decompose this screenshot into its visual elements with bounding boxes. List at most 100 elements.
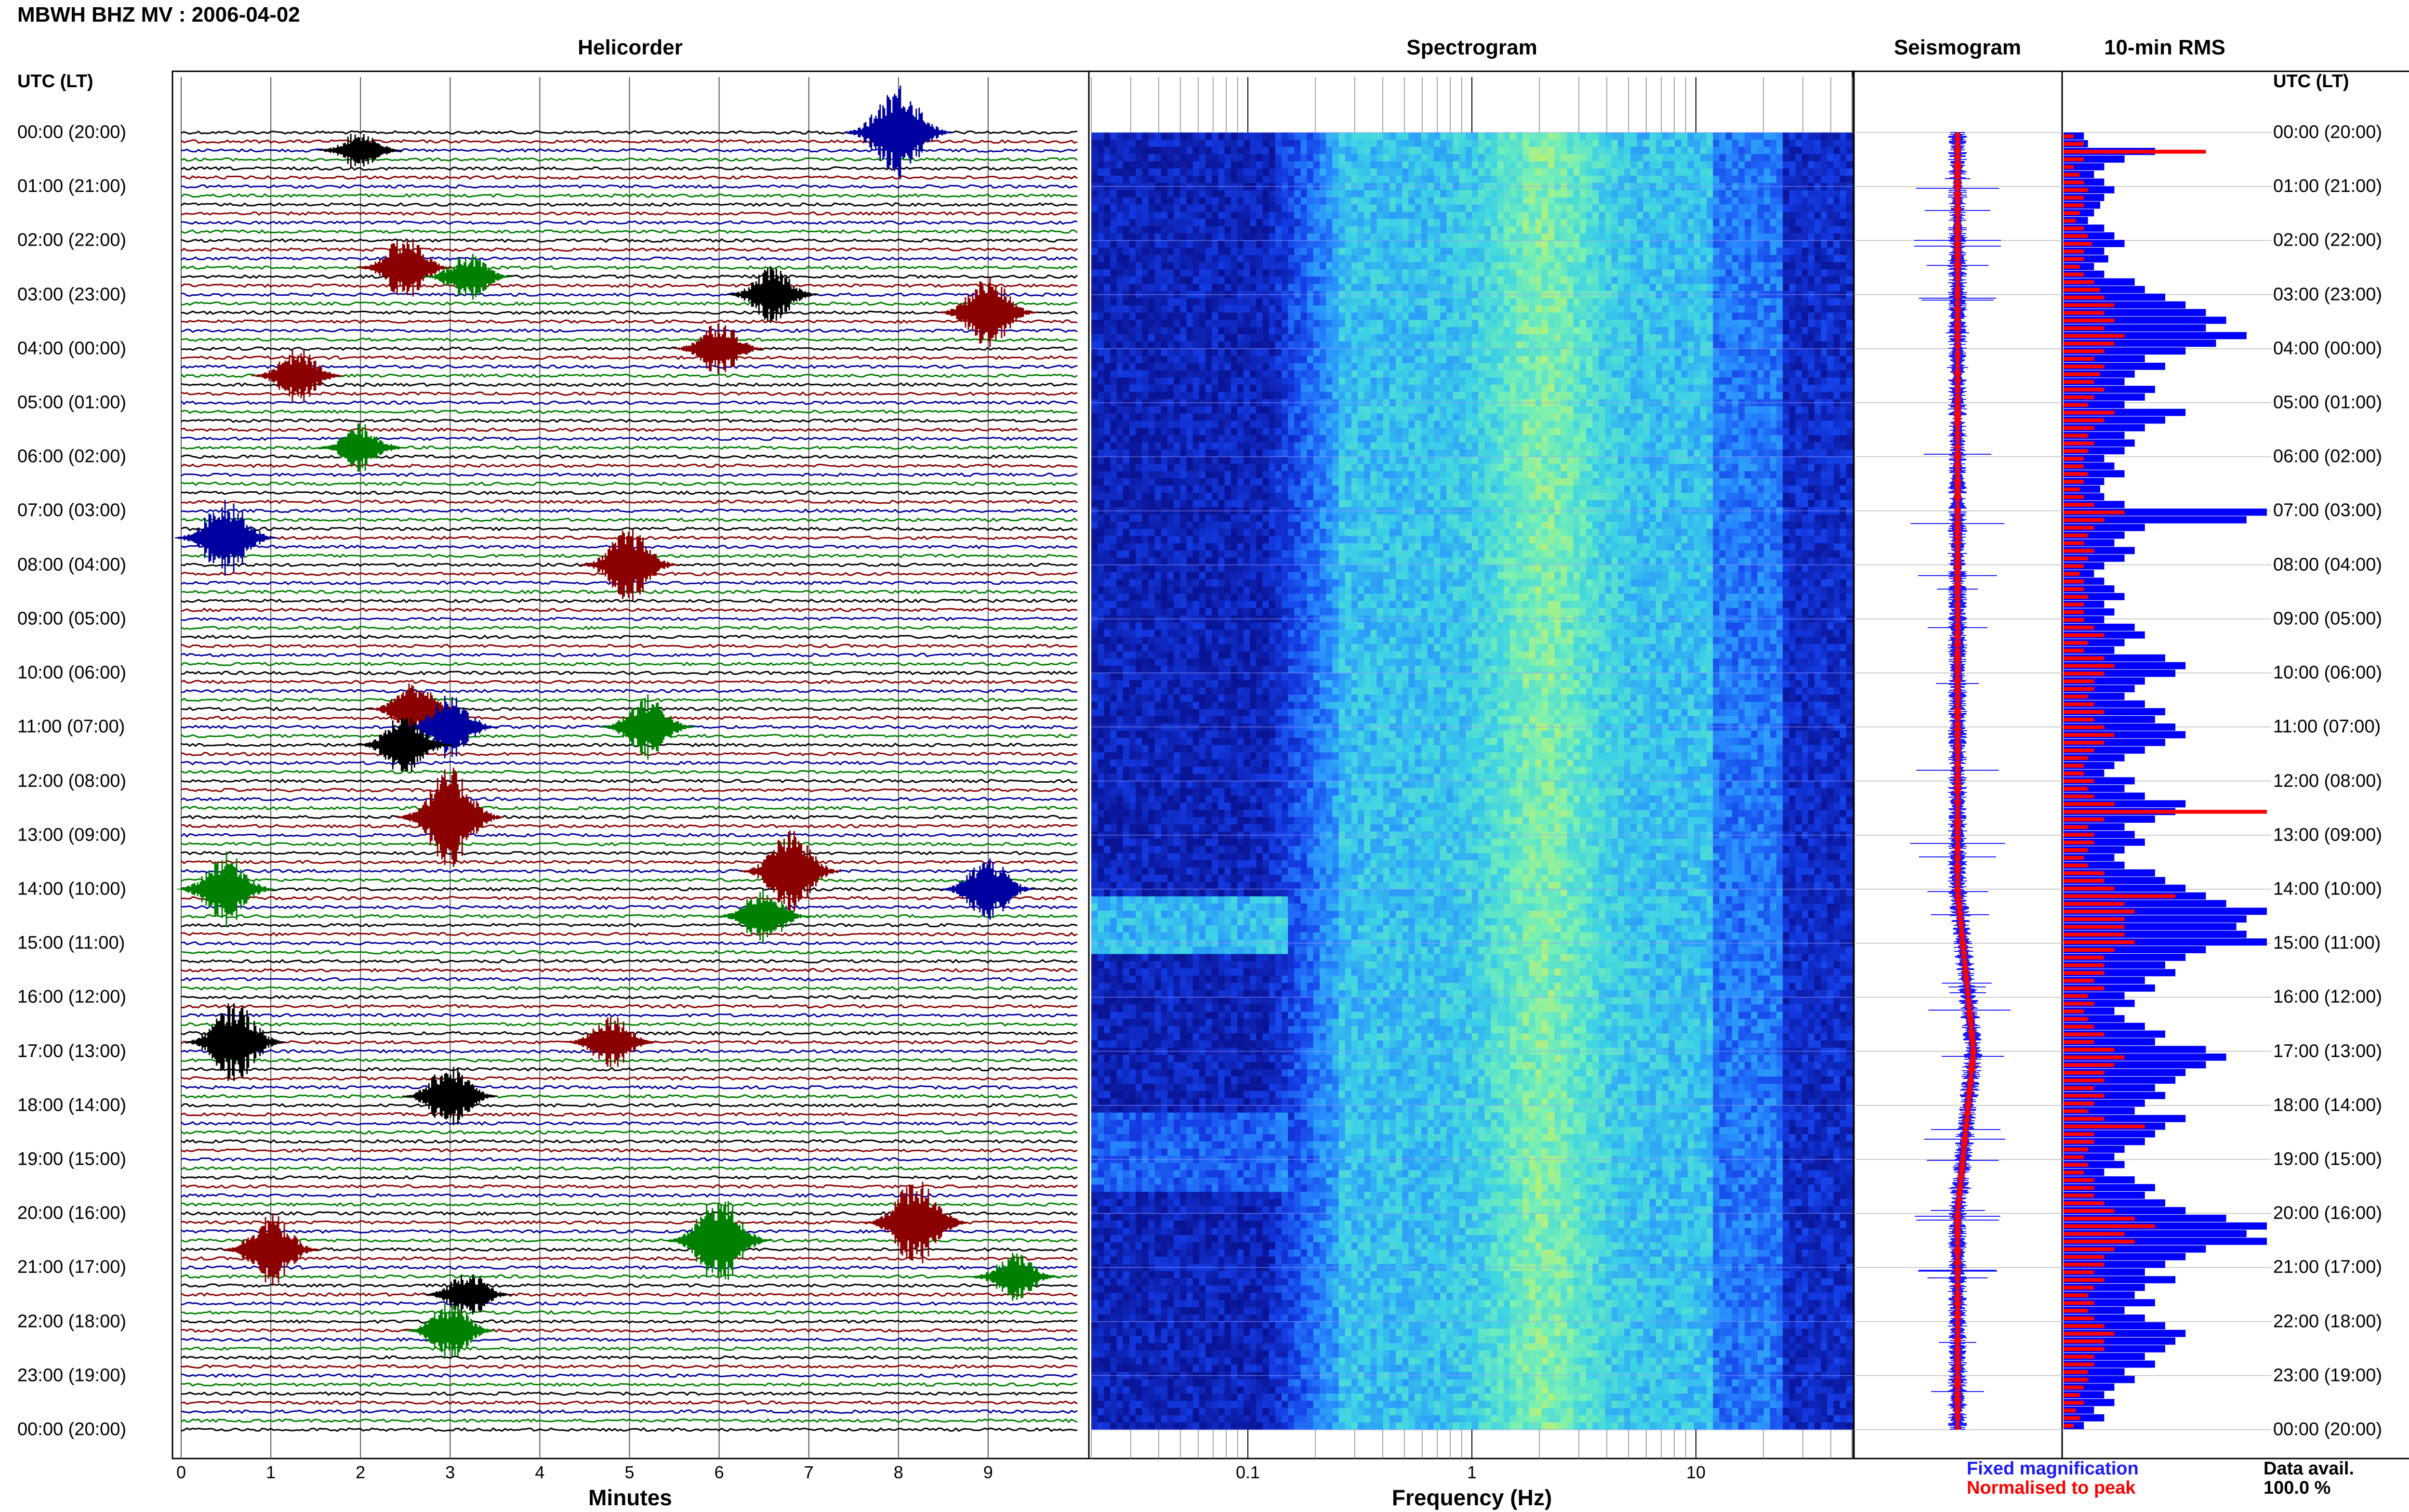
spectrogram-cell: [1205, 738, 1212, 746]
spectrogram-cell: [1136, 226, 1142, 234]
spectrogram-cell: [1212, 702, 1218, 710]
spectrogram-cell: [1149, 824, 1155, 832]
spectrogram-cell: [1161, 1336, 1168, 1344]
spectrogram-cell: [1142, 140, 1149, 147]
spectrogram-cell: [1104, 1206, 1111, 1214]
spectrogram-cell: [1237, 990, 1244, 998]
spectrogram-cell: [1091, 363, 1098, 371]
spectrogram-cell: [1205, 1315, 1212, 1322]
spectrogram-cell: [1155, 1055, 1162, 1063]
spectrogram-cell: [1205, 716, 1212, 724]
spectrogram-cell: [1155, 407, 1162, 414]
spectrogram-cell: [1225, 904, 1231, 911]
spectrogram-cell: [1180, 1149, 1187, 1157]
spectrogram-cell: [1244, 990, 1250, 998]
spectrogram-cell: [1212, 421, 1218, 428]
spectrogram-cell: [1136, 1069, 1142, 1077]
spectrogram-cell: [1098, 234, 1104, 241]
spectrogram-cell: [1187, 658, 1193, 666]
spectrogram-cell: [1193, 997, 1200, 1005]
spectrogram-cell: [1123, 846, 1130, 854]
spectrogram-cell: [1231, 1394, 1238, 1401]
spectrogram-cell: [1187, 176, 1193, 184]
spectrogram-cell: [1180, 1127, 1187, 1135]
spectrogram-cell: [1187, 810, 1193, 817]
spectrogram-cell: [1167, 622, 1174, 630]
spectrogram-cell: [1187, 983, 1193, 990]
spectrogram-cell: [1117, 457, 1124, 464]
spectrogram-cell: [1225, 1365, 1231, 1372]
spectrogram-cell: [1218, 428, 1225, 435]
spectrogram-cell: [1142, 608, 1149, 616]
spectrogram-cell: [1123, 169, 1130, 176]
spectrogram-cell: [1104, 1019, 1111, 1026]
spectrogram-cell: [1244, 1098, 1250, 1106]
spectrogram-cell: [1167, 1213, 1174, 1221]
spectrogram-cell: [1155, 760, 1162, 767]
spectrogram-cell: [1174, 925, 1180, 933]
spectrogram-cell: [1199, 1163, 1206, 1170]
spectrogram-cell: [1098, 846, 1104, 854]
spectrogram-cell: [1117, 313, 1124, 320]
spectrogram-cell: [1155, 1019, 1162, 1026]
spectrogram-cell: [1167, 587, 1174, 594]
spectrogram-cell: [1123, 1257, 1130, 1264]
spectrogram-cell: [1174, 1401, 1180, 1408]
spectrogram-cell: [1231, 132, 1238, 140]
spectrogram-cell: [1205, 1177, 1212, 1185]
spectrogram-cell: [1180, 810, 1187, 817]
spectrogram-cell: [1193, 486, 1200, 493]
spectrogram-cell: [1149, 486, 1155, 493]
spectrogram-cell: [1123, 658, 1130, 666]
spectrogram-cell: [1098, 132, 1104, 140]
spectrogram-cell: [1231, 658, 1238, 666]
spectrogram-cell: [1149, 1026, 1155, 1034]
spectrogram-cell: [1161, 442, 1168, 450]
spectrogram-cell: [1136, 558, 1142, 565]
spectrogram-cell: [1218, 1286, 1225, 1293]
spectrogram-cell: [1167, 356, 1174, 364]
spectrogram-cell: [1104, 1040, 1111, 1048]
spectrogram-cell: [1237, 161, 1244, 169]
spectrogram-cell: [1187, 1286, 1193, 1293]
spectrogram-cell: [1142, 1379, 1149, 1387]
spectrogram-cell: [1231, 954, 1238, 962]
spectrogram-cell: [1218, 918, 1225, 926]
spectrogram-cell: [1111, 248, 1117, 255]
spectrogram-cell: [1187, 630, 1193, 637]
spectrogram-cell: [1174, 969, 1180, 976]
spectrogram-cell: [1129, 551, 1136, 558]
spectrogram-cell: [1199, 868, 1206, 875]
spectrogram-cell: [1174, 1386, 1180, 1394]
spectrogram-cell: [1136, 1213, 1142, 1221]
spectrogram-cell: [1142, 407, 1149, 414]
spectrogram-cell: [1142, 1357, 1149, 1365]
helicorder-event: [741, 830, 841, 912]
spectrogram-cell: [1161, 947, 1168, 955]
spectrogram-cell: [1136, 738, 1142, 746]
spectrogram-cell: [1149, 990, 1155, 998]
spectrogram-cell: [1212, 327, 1218, 335]
spectrogram-cell: [1117, 860, 1124, 868]
spectrogram-cell: [1161, 500, 1168, 508]
spectrogram-cell: [1212, 731, 1218, 738]
spectrogram-cell: [1149, 630, 1155, 637]
spectrogram-cell: [1174, 846, 1180, 854]
spectrogram-cell: [1231, 716, 1238, 724]
spectrogram-cell: [1123, 1249, 1130, 1257]
spectrogram-cell: [1104, 349, 1111, 356]
spectrogram-cell: [1167, 1242, 1174, 1250]
spectrogram-cell: [1167, 226, 1174, 234]
spectrogram-cell: [1225, 1415, 1231, 1423]
spectrogram-cell: [1218, 933, 1225, 940]
spectrogram-cell: [1180, 442, 1187, 450]
spectrogram-cell: [1104, 716, 1111, 724]
spectrogram-cell: [1123, 1350, 1130, 1358]
spectrogram-cell: [1187, 471, 1193, 479]
spectrogram-cell: [1167, 1228, 1174, 1236]
spectrogram-cell: [1180, 961, 1187, 969]
spectrogram-cell: [1149, 356, 1155, 364]
spectrogram-cell: [1187, 1221, 1193, 1228]
spectrogram-cell: [1212, 161, 1218, 169]
spectrogram-cell: [1231, 1163, 1238, 1170]
